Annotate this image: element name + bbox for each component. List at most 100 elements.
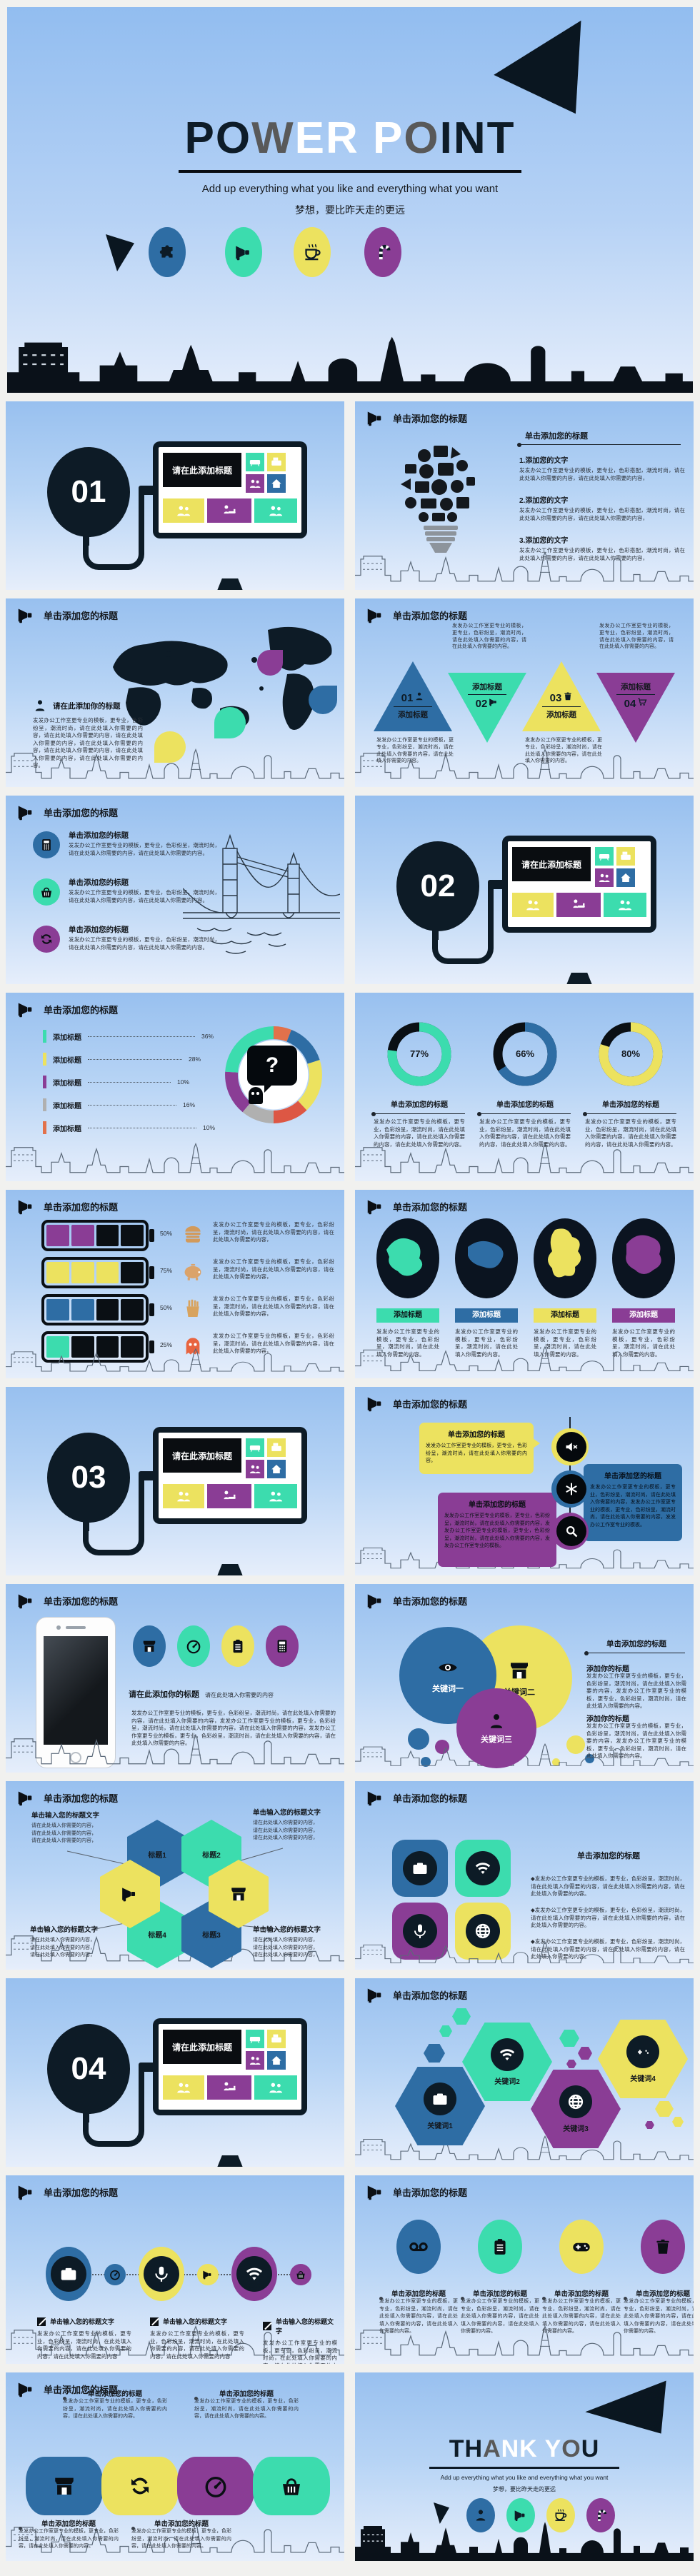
slide-divider-03[interactable]: 03 请在此添加标题: [6, 1387, 344, 1575]
slide-header-title: 单击添加您的标题: [44, 808, 119, 818]
callout-title: 单击添加您的标题: [554, 2290, 609, 2298]
slide-divider-01[interactable]: 01 请在此添加标题: [6, 401, 344, 590]
feature-badge: [133, 1625, 166, 1667]
title-segment: PO: [184, 114, 252, 163]
slide-ribbons[interactable]: 单击添加您的标题 单击添加您的标题 发发办公工作室更专业的模板，更专业，色彩纷呈，…: [6, 2372, 344, 2561]
ribbon-refresh: [101, 2457, 179, 2515]
bubble-title: 单击添加您的标题: [604, 1473, 661, 1480]
tower-bridge-sketch: [183, 833, 340, 954]
icon-square-camera: [392, 1840, 448, 1897]
callout-title: 单击输入您的标题文字: [253, 1809, 321, 1817]
bullet-paragraph: ◆发发办公工作室更专业的模板，更专业，色彩纷呈，潮流时尚，请在此处填入你需要的内…: [531, 1938, 685, 1960]
icon-disc: [236, 2256, 272, 2292]
slide-header-title: 单击添加您的标题: [44, 2385, 119, 2395]
gauge-icon: [186, 1638, 201, 1654]
decor-hex: [566, 2060, 576, 2068]
slide-triangles[interactable]: 单击添加您的标题 发发办公工作室更专业的模板，更专业，色彩纷呈，潮流时尚，请在此…: [355, 598, 694, 787]
slide-worldmap[interactable]: 单击添加您的标题 请在此添加你的标题 发发办公工作室更专业的模板，更专业，色彩纷…: [6, 598, 344, 787]
gamepad-icon: [634, 2043, 652, 2061]
battery-pct: 25%: [160, 1341, 173, 1348]
legend-swatch: [43, 1098, 46, 1111]
coffee-badge: [546, 2498, 575, 2532]
bridge-item: 单击添加您的标题 发发办公工作室更专业的模板，更专业，色彩纷呈，潮流时尚，请在此…: [69, 877, 220, 904]
chain-column: 单击输入您的标题文字 发发办公工作室更专业的模板，更专业，色彩纷呈，潮流时尚，在…: [150, 2317, 244, 2360]
cover-slide[interactable]: POWER POINT Add up everything what you l…: [7, 7, 693, 393]
person-icon: [474, 2508, 488, 2522]
triangle-label: 添加标题: [546, 711, 576, 719]
slide-thank-you[interactable]: THANK YOU Add up everything what you lik…: [355, 2372, 694, 2561]
people-icon: [249, 477, 261, 490]
triangle-label: 添加标题: [621, 683, 651, 691]
small-triangle-decor: [434, 2502, 449, 2524]
slide-hex-cluster[interactable]: 单击添加您的标题 标题1 标题2 标题4 标题3 单击输入您的标题文字 请在此处…: [6, 1781, 344, 1970]
globe-label: 添加标题: [455, 1308, 518, 1323]
people-icon: [268, 2080, 284, 2095]
triangle-body: 发发办公工作室更专业的模板，更专业，色彩纷呈，潮流时尚，请在此处填入你需要的内容…: [376, 738, 454, 764]
chain-col-title: 单击输入您的标题文字: [276, 2318, 334, 2335]
slide-four-circles[interactable]: 单击添加您的标题 单击添加您的标题 发发办公工作室更专业的模板，更专业，色彩纷呈，…: [355, 2175, 694, 2364]
legend-label: 添加标题: [53, 1033, 81, 1042]
ribbon-storefront: [26, 2457, 103, 2515]
slide-icon-squares[interactable]: 单击添加您的标题 单击添加您的标题 ◆发发办公工作室更专业的模板，更专业，色彩纷…: [355, 1781, 694, 1970]
monitor: 请在此添加标题: [153, 441, 307, 538]
chain-col-head: 单击输入您的标题文字: [263, 2317, 337, 2335]
slide-speech-bubbles[interactable]: 单击添加您的标题 单击添加您的标题 发发办公工作室更专业的模板，更专业，色彩纷呈…: [355, 1387, 694, 1575]
cable: [83, 1520, 89, 1531]
slide-header-title: 单击添加您的标题: [44, 2187, 119, 2198]
monitor-screen: 请在此添加标题: [508, 841, 651, 927]
bubble-body: 发发办公工作室更专业的模板，更专业，色彩纷呈，潮流时尚，请在此处填入你需要的内容…: [590, 1485, 676, 1528]
legend-label: 添加标题: [53, 1102, 81, 1111]
slide-keyword-circles[interactable]: 单击添加您的标题 关键词一 关键词二 关键词三 单击添加您的标题 添加你的标题 …: [355, 1584, 694, 1773]
triangle-divider: [394, 706, 432, 707]
slide-header: 单击添加您的标题: [14, 2380, 118, 2399]
legend-value: 36%: [201, 1033, 214, 1040]
pencil-square-icon: [37, 2317, 46, 2326]
hex-callout: 单击输入您的标题文字 请在此处填入你需要的内容， 请在此处填入你需要的内容， 请…: [30, 1924, 123, 1960]
slide-lightbulb[interactable]: 单击添加您的标题 单击添加您的标题 1.添加您的文字 发发办公工作室更专业的模板…: [355, 401, 694, 590]
slide-bridge[interactable]: 单击添加您的标题 单击添加您的标题 发发办公工作室更专业的模板，更专业，色彩纷呈…: [6, 796, 344, 984]
hex-label: 关键词3: [563, 2125, 589, 2133]
tile: [207, 1484, 251, 1508]
smartphone: [36, 1617, 116, 1768]
chain-node-large: [231, 2247, 277, 2301]
megaphone-icon: [14, 1197, 39, 1216]
hex-keyword-3: 关键词3: [531, 2070, 621, 2148]
tile: [267, 2030, 286, 2048]
slide-divider-04[interactable]: 04 请在此添加标题: [6, 1978, 344, 2167]
triangle-num-row: 04: [596, 697, 675, 710]
tile: [254, 1484, 297, 1508]
section-number-circle: 01: [47, 447, 130, 537]
legend-label: 添加标题: [53, 1056, 81, 1065]
feature-badge: [177, 1625, 210, 1667]
megaphone-icon: [514, 2508, 528, 2522]
people-icon: [268, 1488, 284, 1504]
home-icon: [270, 1463, 283, 1475]
slide-globes[interactable]: 单击添加您的标题 添加标题 发发办公工作室更专业的模板，更专业，色彩纷呈，潮流时…: [355, 1190, 694, 1378]
callout-title: 单击添加您的标题: [219, 2390, 274, 2398]
pencil-square-icon: [263, 2322, 271, 2330]
cable-plug: [488, 880, 506, 889]
slide-icon-chain[interactable]: 单击添加您的标题 单击输入您的标题文字 发发办公工作室更专业的模板，更专业，色彩…: [6, 2175, 344, 2364]
slide-three-donuts[interactable]: 77% 66% 80% 单击添加您的标题 发发办公工作室更专业的模板，更专业，色…: [355, 993, 694, 1181]
megaphone-icon: [14, 1788, 39, 1808]
slide-donut-legend[interactable]: 单击添加您的标题 添加标题 36% 添加标题 28% 添加标题 10% 添加标题 16%…: [6, 993, 344, 1181]
title-segment: P: [359, 114, 404, 163]
keyword-label: 关键词一: [432, 1685, 464, 1693]
item-body: 发发办公工作室更专业的模板，更专业，色彩纷呈，潮流时尚，请在此处填入你需要的内容…: [69, 936, 220, 951]
hex-label: 标题4: [148, 1931, 166, 1940]
slide-divider-02[interactable]: 02 请在此添加标题: [355, 796, 694, 984]
people-icon: [268, 503, 284, 518]
slide-phone[interactable]: 单击添加您的标题 请在此添加你的标题 请在此处填入你需要的内容 发发办公工作室更…: [6, 1584, 344, 1773]
monitor-stand-group: [153, 1427, 307, 1575]
legend-label: 添加标题: [53, 1079, 81, 1088]
camera-icon: [431, 2090, 449, 2108]
callout-line: 请在此处填入你需要的内容，: [253, 1820, 318, 1825]
slide-hex-keywords[interactable]: 单击添加您的标题 关键词1 关键词2 关键词3 关键词4: [355, 1978, 694, 2167]
battery-pct: 50%: [160, 1304, 173, 1311]
slide-batteries[interactable]: 单击添加您的标题 50% 发发办公工作室更专业的模板，更专业，色彩纷呈，潮流时尚…: [6, 1190, 344, 1378]
bridge-item: 单击添加您的标题 发发办公工作室更专业的模板，更专业，色彩纷呈，潮流时尚，请在此…: [69, 924, 220, 951]
icon-disc: [403, 1851, 437, 1885]
section-body: 发发办公工作室更专业的模板，更专业，色彩纷呈，潮流时尚，请在此处填入你需要的内容…: [586, 1723, 686, 1759]
slide-header-title: 单击添加您的标题: [44, 1005, 119, 1016]
item-title: 单击添加您的标题: [69, 878, 129, 887]
